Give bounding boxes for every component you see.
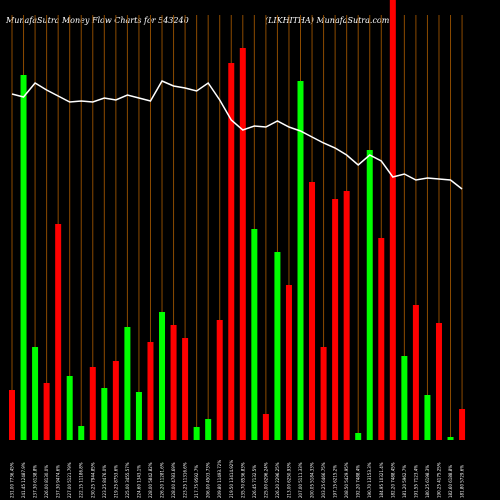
bar (309, 182, 316, 440)
bar (43, 383, 50, 440)
x-tick-label: 226.20 11281.6% (160, 462, 165, 498)
bar (274, 252, 281, 440)
x-tick-label: 184.95 10321.4% (379, 462, 384, 498)
x-tick-label: 182.60 6188.8% (448, 465, 453, 498)
x-tick-label: 219.25 8753.6% (113, 465, 118, 498)
x-tick-label: 219.50 13414.92% (229, 460, 234, 498)
x-tick-label: 190.25 4175.25% (436, 462, 441, 498)
x-tick-label: 225.00 3455.57% (125, 462, 130, 498)
bar (320, 347, 327, 440)
x-tick-label: 226.20 2296.25% (275, 462, 280, 498)
x-tick-label: 181.20 5962.7% (402, 465, 407, 498)
x-tick-label: 226.00 8130.0% (44, 465, 49, 498)
bar (424, 395, 431, 440)
bar (55, 224, 62, 440)
bar (135, 392, 142, 440)
bar (343, 191, 350, 440)
chart-title: MunafaSutra Money Flow Charts for 543240 (5, 16, 189, 25)
x-tick-label: 217.75 9592.7% (194, 465, 199, 498)
x-tick-label: 223.25 11316.6% (183, 462, 188, 498)
x-tick-label: 190.70 13153.3% (367, 462, 372, 498)
bar (101, 388, 108, 440)
bar (378, 238, 385, 440)
bar (412, 305, 419, 440)
chart-subtitle: (LIKHITHA) MunafaSutra.com (265, 16, 390, 25)
bar (262, 414, 269, 440)
bar (124, 327, 131, 440)
x-tick-label: 237.30 9474.6% (56, 465, 61, 498)
money-flow-line (11, 80, 463, 190)
x-tick-label: 180.25 6198.3% (425, 465, 430, 498)
x-tick-label: 200.05 5184.33% (310, 462, 315, 498)
bar (285, 285, 292, 440)
bar (459, 409, 466, 440)
bar (170, 325, 177, 440)
bar (9, 390, 15, 440)
x-tick-label: 213.00 6250.93% (286, 462, 291, 498)
bar (159, 312, 166, 440)
x-tick-label: 197.15 6215.2% (333, 465, 338, 498)
bar (401, 356, 408, 440)
x-tick-label: 241.45 12487.9% (21, 462, 26, 498)
x-tick-label: 235.70 8536.83% (240, 462, 245, 498)
x-tick-label: 203.25 6466.75% (321, 462, 326, 498)
bar (20, 75, 27, 440)
bar (193, 427, 200, 440)
x-tick-label: 222.15 11186.8% (79, 462, 84, 498)
bar (366, 150, 373, 440)
bar (112, 361, 119, 440)
x-tick-label: 192.20 7488.4% (356, 465, 361, 498)
x-tick-label: 237.30 6138.8% (33, 465, 38, 498)
x-tick-label: 230.25 7944.85% (90, 462, 95, 498)
x-tick-label: 182.20 7488.45% (390, 462, 395, 498)
bar (66, 376, 73, 440)
x-tick-label: 208.50 5429.95% (344, 462, 349, 498)
x-tick-label: 181.80 5729.6% (460, 465, 465, 498)
bar (32, 347, 39, 440)
bar (251, 229, 258, 440)
x-tick-label: 225.00 6296.24% (263, 462, 268, 498)
x-tick-label: 227.00 5121.79% (67, 462, 72, 498)
bar (205, 419, 212, 440)
bar (182, 338, 189, 440)
x-tick-label: 223.25 8476.0% (102, 465, 107, 498)
bar (297, 81, 304, 440)
x-tick-label: 206.00 4503.73% (206, 462, 211, 498)
x-tick-label: 207.00 5111.33% (298, 462, 303, 498)
x-tick-label: 228.00 4783.69% (171, 462, 176, 498)
x-tick-label: 226.45 7132.5% (252, 465, 257, 498)
bar (147, 342, 154, 440)
bar (332, 199, 339, 440)
bar (78, 426, 85, 440)
bar (355, 433, 362, 440)
x-tick-label: 228.00 5842.82% (148, 462, 153, 498)
bar (447, 437, 454, 440)
bar (228, 63, 235, 440)
bar (216, 320, 223, 440)
bar (389, 0, 396, 440)
x-tick-label: 224.60 1343.1% (136, 465, 141, 498)
x-tick-label: 191.55 7123.4% (413, 465, 418, 498)
bar (239, 48, 246, 440)
x-tick-label: 231.00 7736.45% (10, 462, 15, 498)
bar (435, 323, 442, 440)
bar (89, 367, 96, 440)
x-tick-label: 209.80 11493.72% (217, 460, 222, 498)
